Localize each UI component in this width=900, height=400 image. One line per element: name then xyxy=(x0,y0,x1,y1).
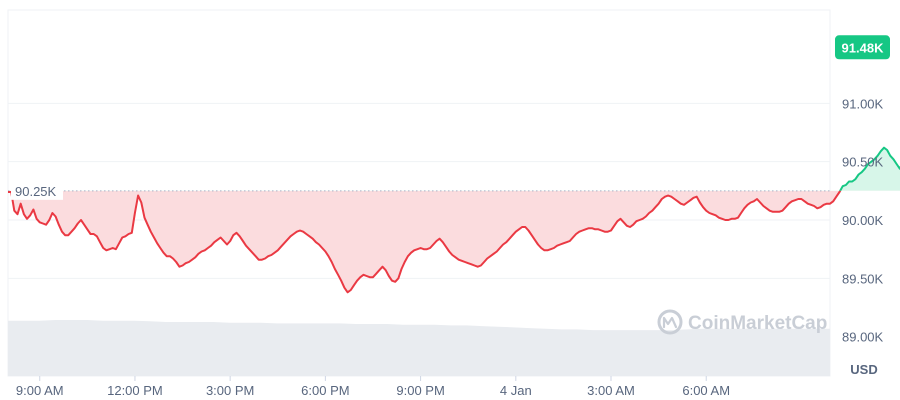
x-tick-label: 12:00 PM xyxy=(107,383,163,398)
volume-area xyxy=(8,320,830,376)
watermark-text: CoinMarketCap xyxy=(688,313,827,334)
y-tick-label: 90.00K xyxy=(842,213,884,228)
current-price-label: 91.48K xyxy=(835,35,890,60)
y-tick-label: 89.50K xyxy=(842,271,884,286)
coinmarketcap-logo-icon xyxy=(657,309,683,335)
price-line-below xyxy=(8,190,842,294)
y-axis: 91.00K 90.50K 90.00K 89.50K 89.00K xyxy=(842,96,884,344)
x-tick-label: 6:00 AM xyxy=(682,383,730,398)
x-tick-label: 3:00 AM xyxy=(587,383,635,398)
x-tick-label: 9:00 AM xyxy=(16,383,64,398)
currency-unit-label: USD xyxy=(850,362,877,377)
x-tick-label: 4 Jan xyxy=(500,383,532,398)
area-below-baseline xyxy=(8,190,841,293)
x-tick-label: 9:00 PM xyxy=(396,383,444,398)
x-axis: 9:00 AM 12:00 PM 3:00 PM 6:00 PM 9:00 PM 4 Ja… xyxy=(16,376,730,398)
x-tick-label: 3:00 PM xyxy=(206,383,254,398)
y-tick-label: 91.00K xyxy=(842,96,884,111)
current-price-text: 91.48K xyxy=(842,40,885,55)
coinmarketcap-watermark: CoinMarketCap xyxy=(657,309,827,335)
x-tick-label: 6:00 PM xyxy=(301,383,349,398)
baseline-label: 90.25K xyxy=(11,181,63,200)
baseline-label-text: 90.25K xyxy=(15,184,57,199)
y-tick-label: 89.00K xyxy=(842,330,884,345)
y-tick-label: 90.50K xyxy=(842,155,884,170)
